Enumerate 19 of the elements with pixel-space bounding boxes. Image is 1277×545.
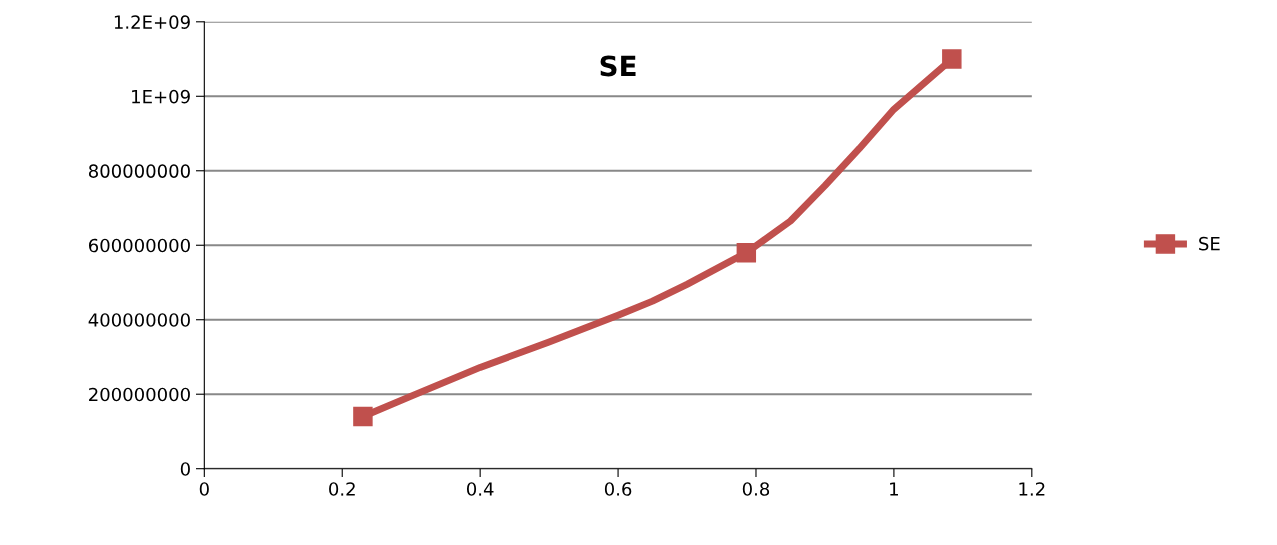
point: [736, 242, 757, 263]
x-tick-label: 0.6: [604, 482, 632, 496]
x-tick-label: 1: [890, 482, 898, 496]
y-tick-label: 0: [180, 462, 190, 476]
y-tick-label: 1E+09: [132, 89, 190, 104]
x-tick-label: 0.8: [742, 482, 770, 496]
x-tick-label: 0.2: [329, 482, 355, 496]
y-tick-label: 1.2E+09: [114, 15, 190, 29]
y-tick-label: 600000000: [89, 238, 190, 253]
y-tick-label: 200000000: [89, 387, 190, 402]
y-tick-label: 800000000: [88, 164, 190, 178]
legend-label: SE: [1199, 236, 1220, 251]
x-tick-label: 0.4: [466, 482, 494, 496]
point: [942, 49, 962, 69]
x-tick-label: 0: [199, 482, 209, 496]
x-tick-label: 1.2: [1019, 482, 1045, 496]
y-tick-label: 400000000: [88, 313, 190, 327]
text: SE: [600, 55, 636, 77]
point: [353, 406, 373, 427]
